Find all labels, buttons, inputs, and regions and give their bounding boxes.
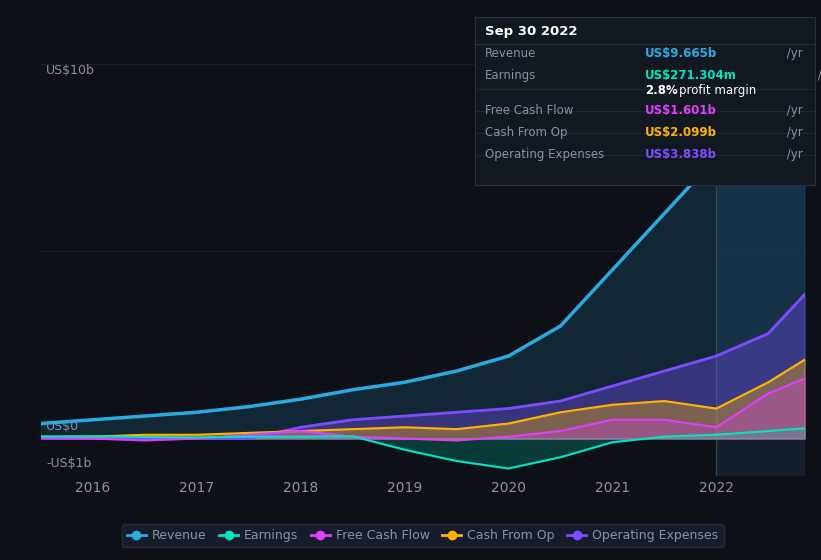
Text: Free Cash Flow: Free Cash Flow bbox=[484, 104, 573, 117]
Bar bbox=[716, 45, 805, 476]
Text: Sep 30 2022: Sep 30 2022 bbox=[484, 25, 577, 38]
Text: /yr: /yr bbox=[783, 148, 803, 161]
Legend: Revenue, Earnings, Free Cash Flow, Cash From Op, Operating Expenses: Revenue, Earnings, Free Cash Flow, Cash … bbox=[122, 524, 723, 547]
Text: US$3.838b: US$3.838b bbox=[645, 148, 717, 161]
Text: /yr: /yr bbox=[814, 69, 821, 82]
Text: US$271.304m: US$271.304m bbox=[645, 69, 736, 82]
Text: Cash From Op: Cash From Op bbox=[484, 126, 567, 139]
Text: -US$1b: -US$1b bbox=[46, 458, 92, 470]
Text: US$2.099b: US$2.099b bbox=[645, 126, 717, 139]
Text: /yr: /yr bbox=[783, 104, 803, 117]
Text: US$1.601b: US$1.601b bbox=[645, 104, 717, 117]
Text: profit margin: profit margin bbox=[679, 84, 756, 97]
Text: US$0: US$0 bbox=[46, 420, 80, 433]
Text: /yr: /yr bbox=[783, 47, 803, 60]
Text: /yr: /yr bbox=[783, 126, 803, 139]
Text: 2.8%: 2.8% bbox=[645, 84, 677, 97]
Text: US$9.665b: US$9.665b bbox=[645, 47, 718, 60]
Text: Earnings: Earnings bbox=[484, 69, 536, 82]
Text: Operating Expenses: Operating Expenses bbox=[484, 148, 604, 161]
Text: US$10b: US$10b bbox=[46, 63, 95, 77]
Text: Revenue: Revenue bbox=[484, 47, 536, 60]
